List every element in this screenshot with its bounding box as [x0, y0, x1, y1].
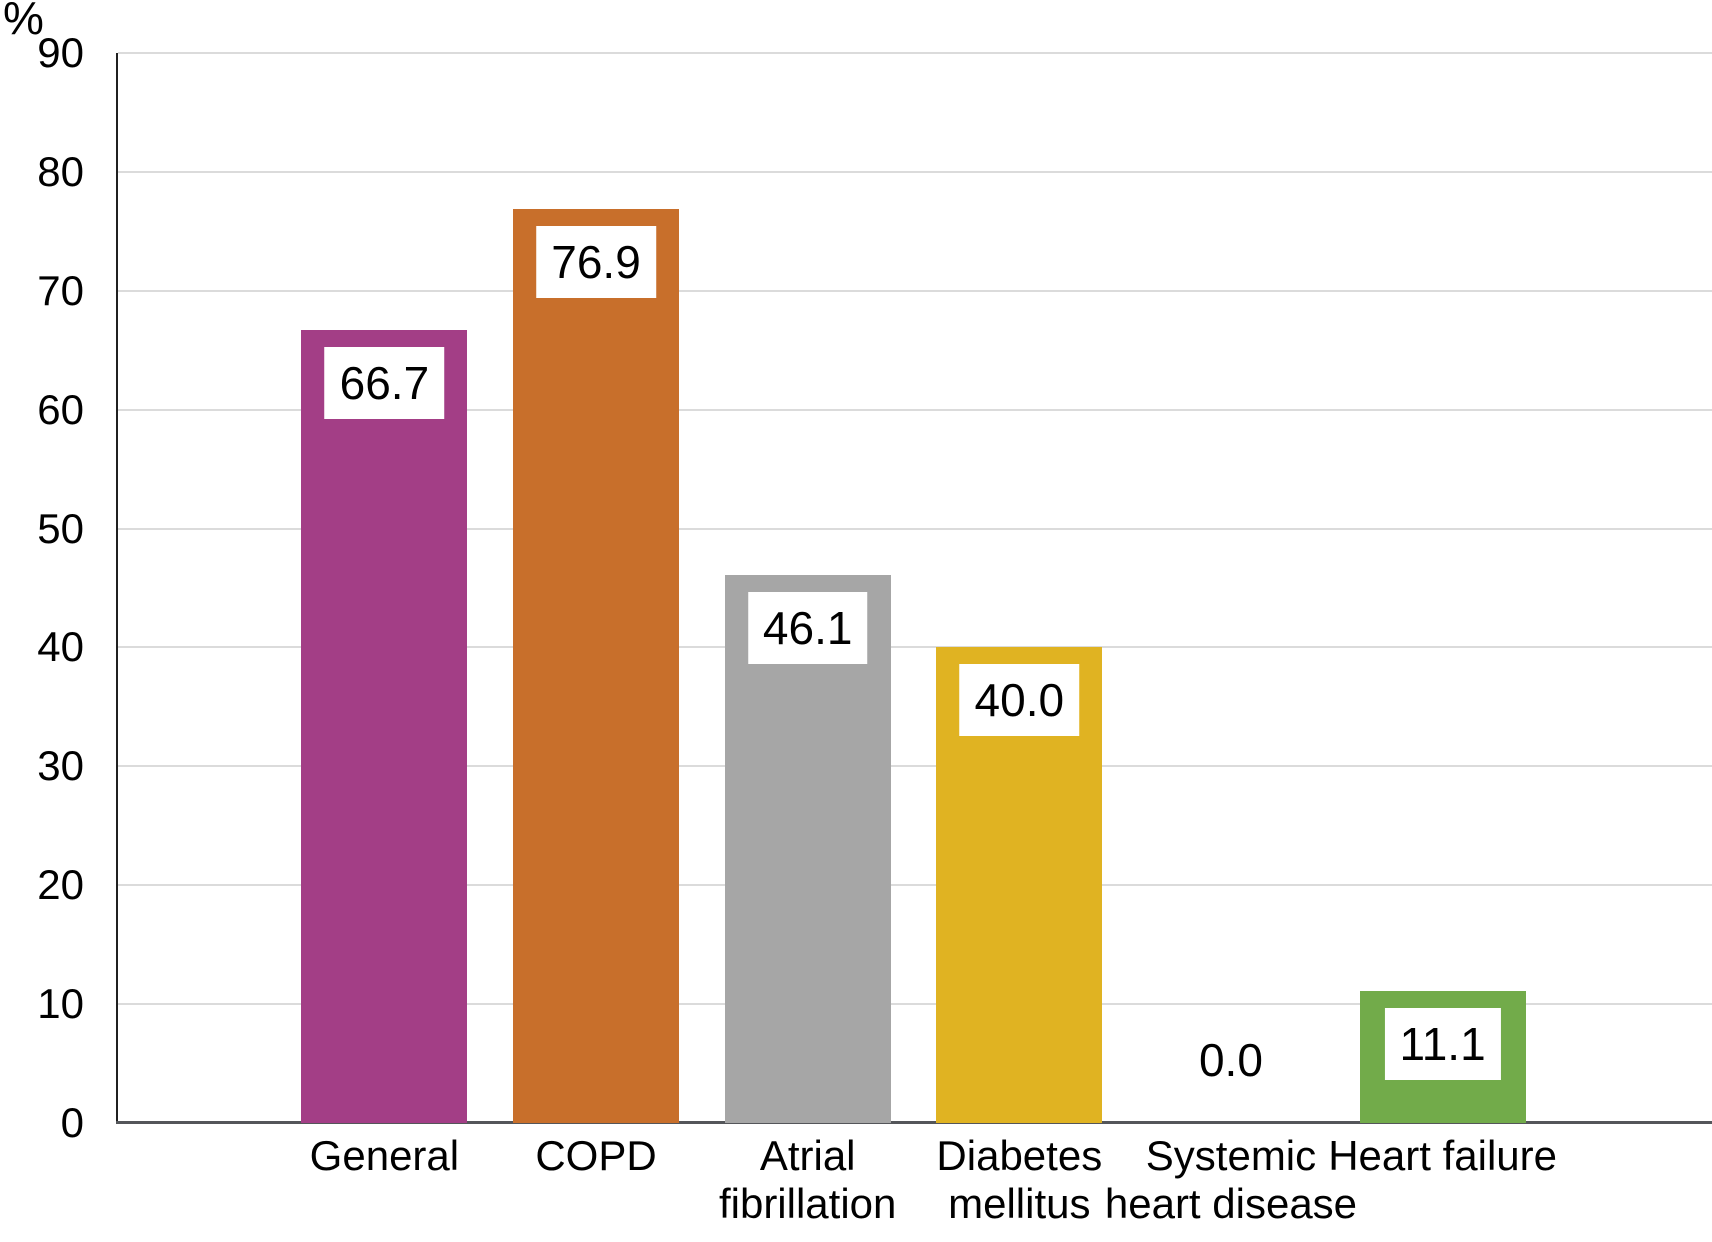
gridline-80 [118, 170, 1712, 173]
x-axis-baseline [116, 1121, 1712, 1124]
gridline-40 [118, 646, 1712, 649]
y-tick-label-20: 20 [37, 861, 84, 909]
value-label-heart-failure: 11.1 [1384, 1008, 1501, 1081]
y-tick-label-60: 60 [37, 385, 84, 433]
value-label-diabetes-mellitus: 40.0 [959, 664, 1080, 737]
y-tick-label-10: 10 [37, 980, 84, 1028]
gridline-20 [118, 884, 1712, 887]
y-tick-label-70: 70 [37, 266, 84, 314]
gridline-90 [118, 52, 1712, 54]
category-label-general: General [309, 1132, 460, 1179]
value-label-atrial-fibrillation: 46.1 [747, 591, 868, 664]
y-tick-label-40: 40 [37, 623, 84, 671]
gridline-70 [118, 289, 1712, 292]
gridline-60 [118, 408, 1712, 411]
category-label-systemic-heart-disease: Systemic heart disease [1104, 1132, 1358, 1227]
y-axis-line [116, 53, 118, 1123]
category-label-diabetes-mellitus: Diabetes mellitus [936, 1132, 1103, 1227]
y-tick-label-0: 0 [60, 1099, 84, 1146]
y-axis-unit-label: % [3, 0, 44, 44]
value-label-general: 66.7 [324, 347, 445, 419]
y-tick-label-50: 50 [37, 504, 84, 552]
y-tick-label-80: 80 [37, 147, 84, 195]
value-label-systemic-heart-disease: 0.0 [1198, 1034, 1263, 1086]
category-label-copd: COPD [535, 1132, 657, 1179]
category-label-atrial-fibrillation: Atrial fibrillation [718, 1132, 897, 1227]
bar-atrial-fibrillation [724, 574, 891, 1123]
gridline-10 [118, 1003, 1712, 1006]
value-label-copd: 76.9 [536, 225, 656, 298]
bar-copd [513, 208, 680, 1123]
gridline-30 [118, 765, 1712, 768]
gridline-50 [118, 527, 1712, 530]
bar-general [301, 330, 468, 1123]
category-label-heart-failure: Heart failure [1328, 1132, 1557, 1179]
y-tick-label-90: 90 [37, 29, 84, 76]
y-tick-label-30: 30 [37, 742, 84, 790]
